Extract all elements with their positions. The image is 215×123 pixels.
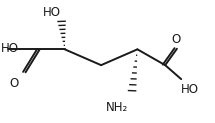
Text: HO: HO — [1, 42, 19, 55]
Text: O: O — [9, 77, 18, 90]
Text: O: O — [171, 33, 180, 46]
Text: HO: HO — [181, 83, 199, 96]
Text: HO: HO — [43, 6, 61, 19]
Text: NH₂: NH₂ — [106, 101, 128, 114]
